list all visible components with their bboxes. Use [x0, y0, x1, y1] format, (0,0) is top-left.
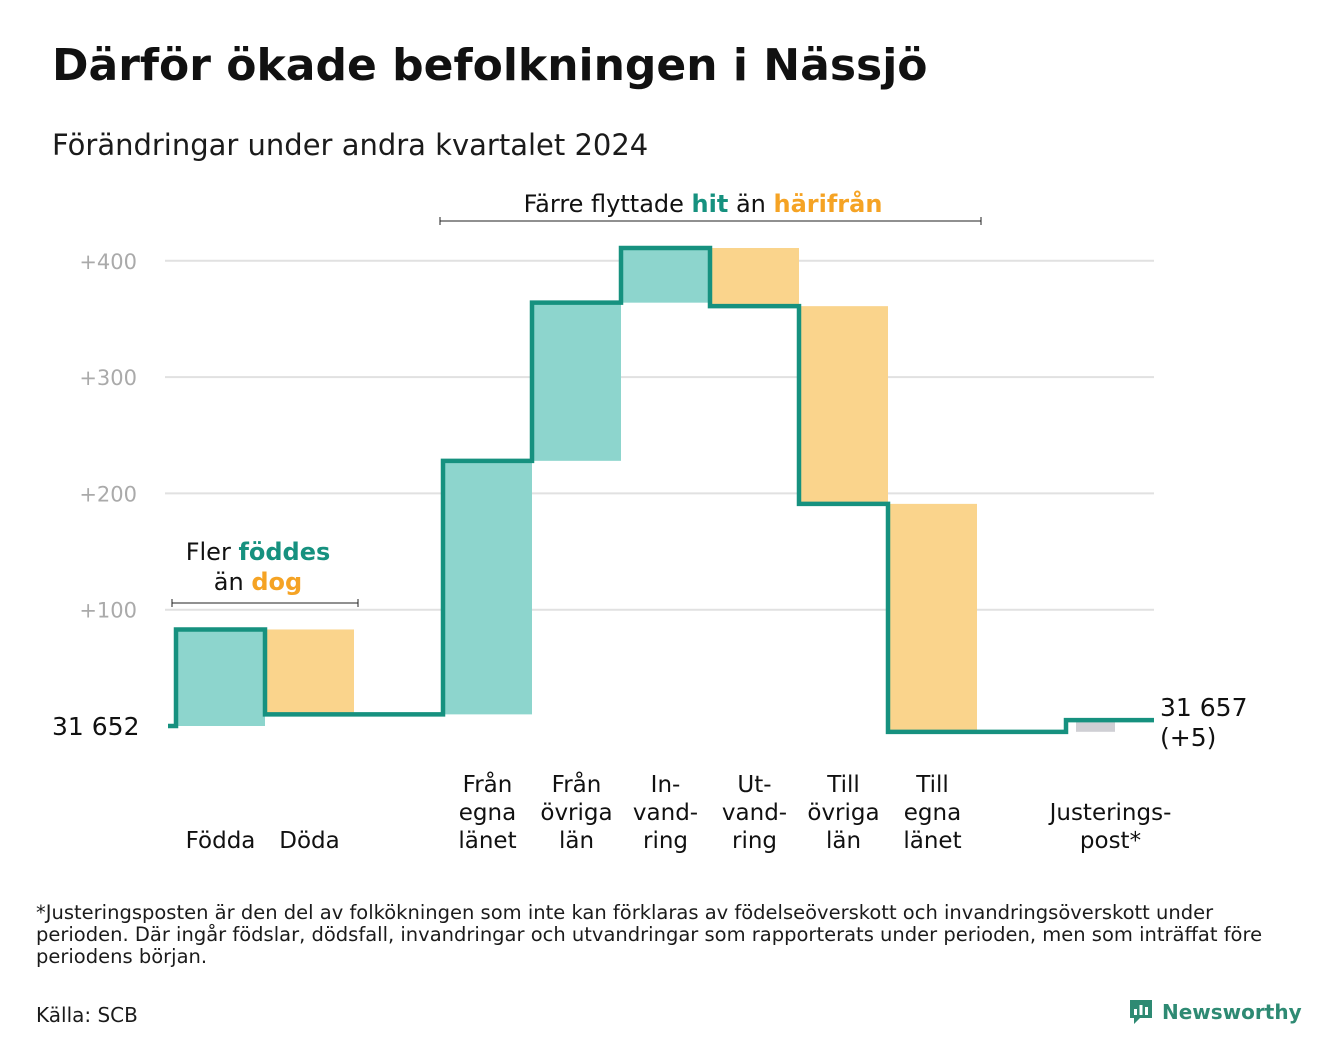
category-label: ring	[732, 828, 777, 854]
footnote: *Justeringsposten är den del av folkökni…	[36, 901, 1263, 968]
brand-name: Newsworthy	[1162, 1000, 1302, 1024]
category-label: länet	[458, 828, 516, 854]
bar-justeringspost	[1076, 720, 1115, 732]
end-change-label: (+5)	[1160, 723, 1216, 752]
bar-utvandring	[710, 248, 799, 307]
category-label: län	[559, 828, 594, 854]
end-value-label: 31 657	[1160, 693, 1247, 722]
annotation-text: än	[214, 568, 252, 596]
annotation-highlight-in: föddes	[238, 538, 330, 566]
y-tick-label: +300	[79, 366, 137, 390]
bar-fodda	[176, 629, 265, 726]
category-label: In-	[651, 772, 681, 798]
bar-till-egna-lanet	[888, 503, 977, 732]
y-tick-label: +400	[79, 250, 137, 274]
category-label: Ut-	[737, 772, 771, 798]
birth-annotation-line1: Fler föddes	[186, 538, 331, 566]
newsworthy-logo: Newsworthy	[1128, 998, 1302, 1026]
start-value-label: 31 652	[52, 712, 139, 741]
bar-till-ovriga-lan	[799, 306, 888, 504]
waterfall-chart: +100 +200 +300 +400 31 652 31 657(+5) Födda Död…	[52, 189, 1247, 854]
chart-bars-icon	[1130, 1000, 1152, 1024]
category-label: Döda	[279, 828, 339, 854]
annotation-text: Fler	[186, 538, 239, 566]
bar-fran-ovriga-lan	[532, 302, 621, 461]
annotation-text: Färre flyttade	[524, 190, 692, 218]
bar-invandring	[621, 248, 710, 303]
category-label: länet	[903, 828, 961, 854]
migration-annotation: Färre flyttade hit än härifrån	[524, 189, 883, 218]
category-label: Justerings-	[1048, 800, 1172, 826]
category-label: Födda	[186, 828, 256, 854]
bar-doda	[265, 629, 354, 715]
annotation-highlight-out: härifrån	[774, 189, 883, 218]
category-label: län	[826, 828, 861, 854]
annotation-highlight-in: hit	[692, 190, 729, 218]
level-line	[168, 245, 1154, 735]
category-label: vand-	[722, 800, 787, 826]
birth-annotation-line2: än dog	[214, 568, 302, 596]
category-label: övriga	[807, 800, 879, 826]
y-tick-label: +100	[79, 599, 137, 623]
category-label: egna	[904, 800, 961, 826]
category-label: Till	[826, 772, 860, 798]
category-label: post*	[1080, 828, 1141, 854]
category-label: ring	[643, 828, 688, 854]
category-label: övriga	[540, 800, 612, 826]
category-label: Från	[463, 770, 513, 798]
category-label: vand-	[633, 800, 698, 826]
y-tick-label: +200	[79, 482, 137, 506]
category-label: egna	[459, 800, 516, 826]
bar-fran-egna-lanet	[443, 460, 532, 715]
source-note: Källa: SCB	[36, 1003, 138, 1027]
chart-subtitle: Förändringar under andra kvartalet 2024	[52, 128, 649, 162]
annotation-text: än	[728, 190, 773, 218]
annotation-highlight-out: dog	[251, 568, 302, 596]
chart-title: Därför ökade befolkningen i Nässjö	[52, 40, 928, 91]
category-label: Från	[552, 770, 602, 798]
category-label: Till	[915, 772, 949, 798]
